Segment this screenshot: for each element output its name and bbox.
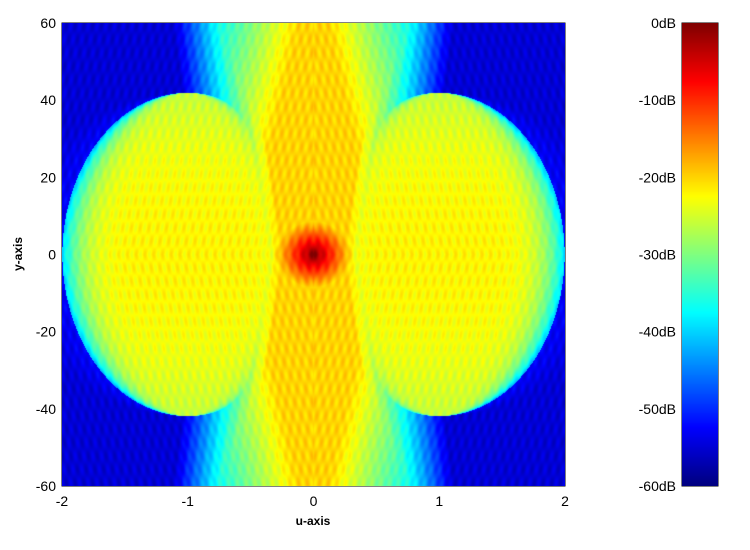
colorbar-tick-label: -20dB bbox=[639, 169, 676, 185]
y-tick-label: 20 bbox=[40, 169, 56, 185]
colorbar-gradient bbox=[682, 23, 718, 486]
y-tick-label: 0 bbox=[48, 247, 56, 263]
x-tick-label: 2 bbox=[561, 493, 569, 509]
x-tick-label: -2 bbox=[56, 493, 69, 509]
y-tick-label: -20 bbox=[36, 324, 56, 340]
colorbar-tick-label: -50dB bbox=[639, 401, 676, 417]
x-tick-label: -1 bbox=[182, 493, 195, 509]
colorbar-tick-label: 0dB bbox=[651, 15, 676, 31]
y-tick-label: 60 bbox=[40, 15, 56, 31]
y-tick-label: -40 bbox=[36, 401, 56, 417]
colorbar-tick-label: -40dB bbox=[639, 324, 676, 340]
y-tick-label: -60 bbox=[36, 478, 56, 494]
heatmap-image bbox=[62, 23, 565, 486]
colorbar-tick-label: -30dB bbox=[639, 247, 676, 263]
x-tick-label: 0 bbox=[310, 493, 318, 509]
y-tick-label: 40 bbox=[40, 92, 56, 108]
x-tick-label: 1 bbox=[435, 493, 443, 509]
x-axis-label: u-axis bbox=[296, 514, 331, 528]
colorbar-tick-label: -60dB bbox=[639, 478, 676, 494]
colorbar-tick-label: -10dB bbox=[639, 92, 676, 108]
y-axis-label: y-axis bbox=[11, 237, 25, 271]
